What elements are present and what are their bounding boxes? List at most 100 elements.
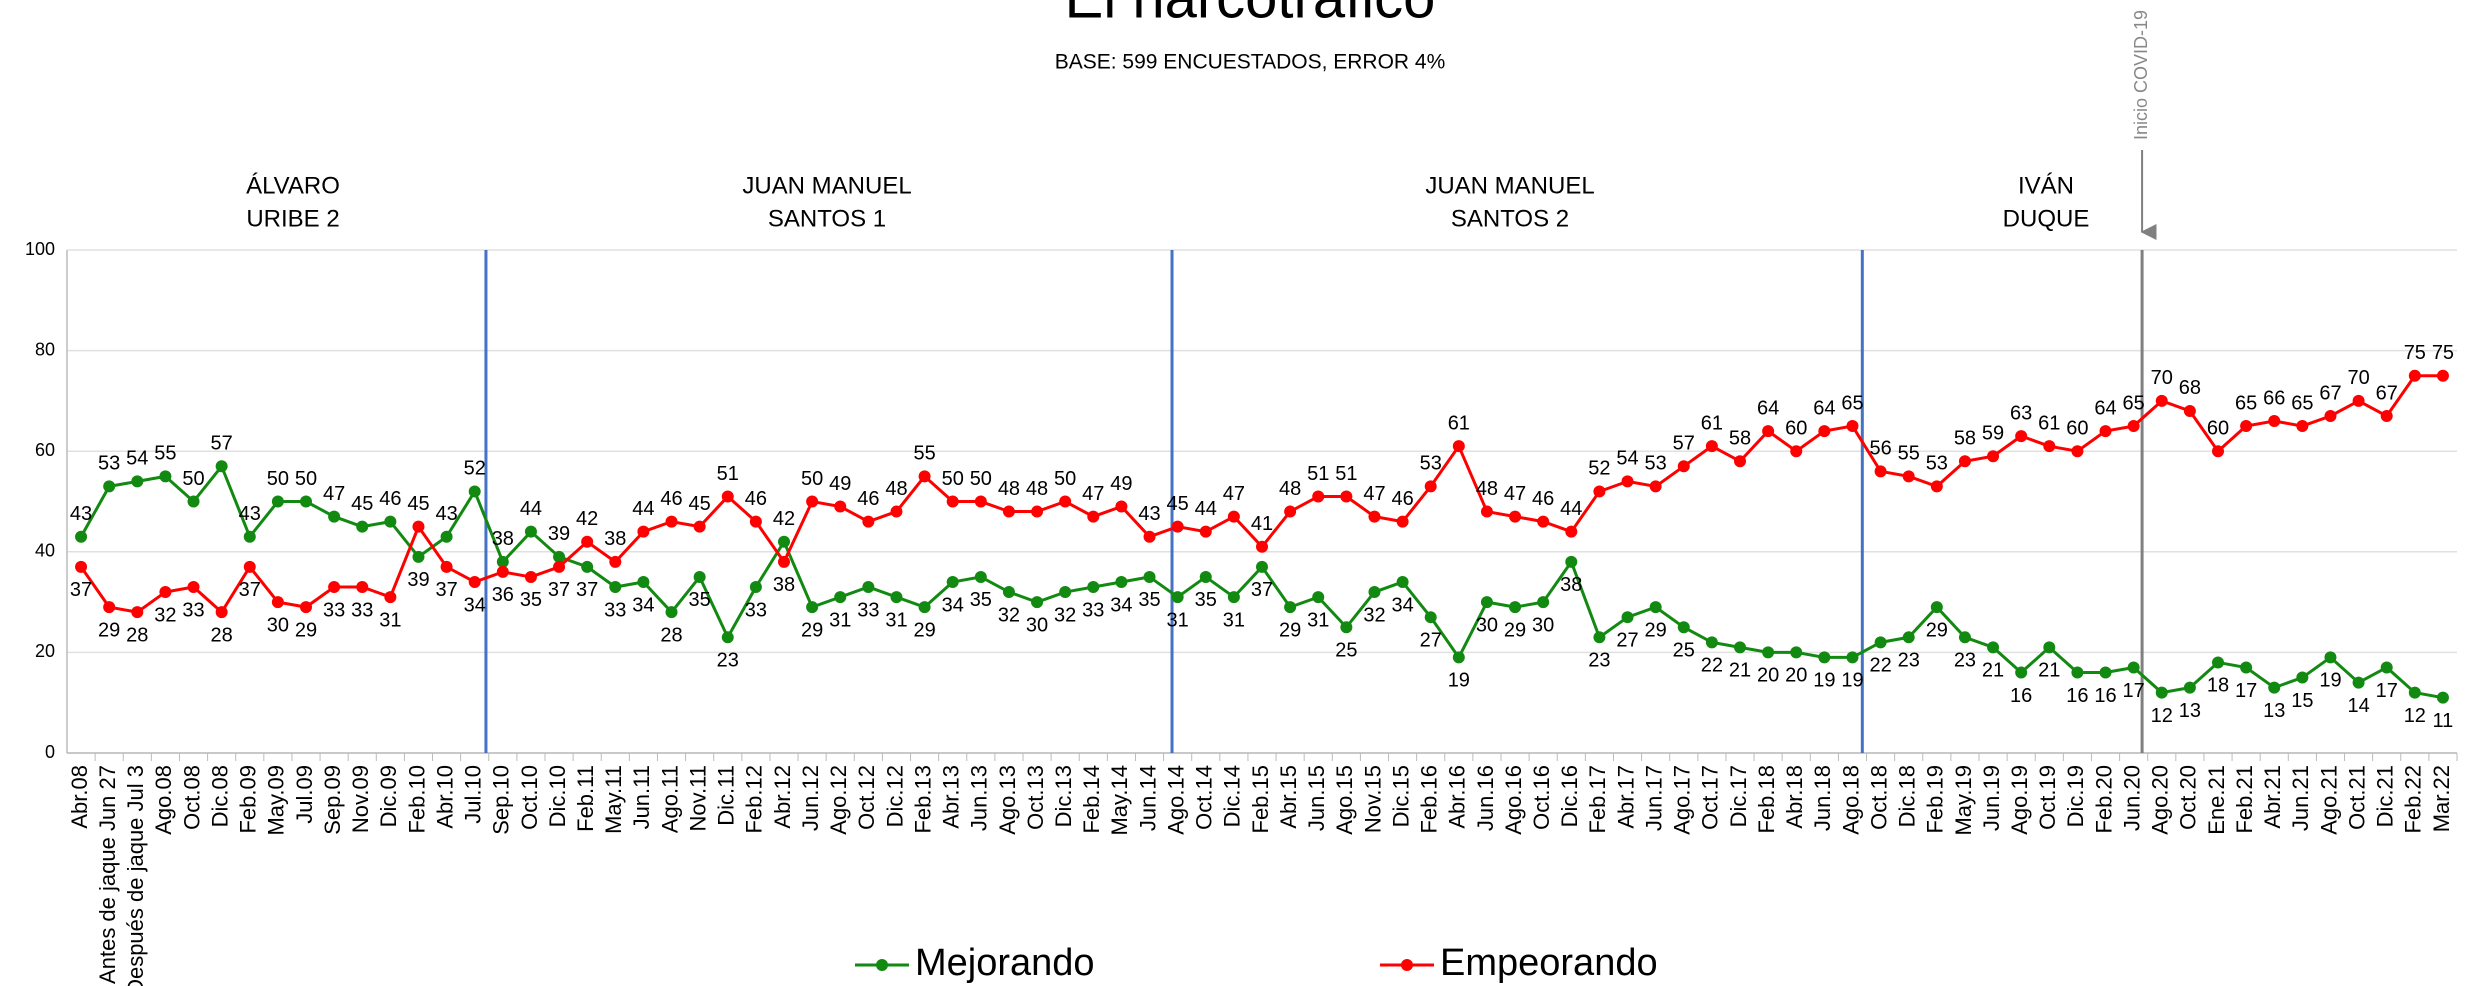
data-point (2268, 681, 2281, 694)
data-label: 43 (239, 503, 261, 525)
x-tick-label: Sep.10 (489, 765, 514, 835)
data-point (243, 530, 256, 543)
data-label: 65 (2291, 392, 2313, 414)
data-label: 21 (2038, 660, 2060, 682)
data-label: 17 (2376, 680, 2398, 702)
data-label: 45 (689, 493, 711, 515)
data-point (2099, 425, 2112, 438)
data-label: 65 (2123, 392, 2145, 414)
data-label: 16 (2066, 685, 2088, 707)
data-point (271, 495, 284, 508)
data-point (103, 480, 116, 493)
data-point (1621, 475, 1634, 488)
data-label: 30 (267, 614, 289, 636)
data-point (2127, 661, 2140, 674)
data-point (2071, 666, 2084, 679)
x-tick-label: Feb.16 (1417, 765, 1442, 834)
data-label: 31 (1167, 609, 1189, 631)
data-label: 32 (1363, 604, 1385, 626)
data-label: 28 (660, 624, 682, 646)
data-point (890, 505, 903, 518)
data-label: 21 (1982, 660, 2004, 682)
data-label: 18 (2207, 675, 2229, 697)
data-point (862, 515, 875, 528)
data-point (2212, 656, 2224, 669)
data-point (159, 470, 172, 483)
data-label: 37 (435, 579, 457, 601)
x-tick-label: Ago.21 (2316, 765, 2341, 835)
data-label: 57 (1673, 433, 1695, 455)
data-label: 33 (745, 599, 767, 621)
data-label: 65 (1841, 392, 1863, 414)
x-tick-label: Oct.17 (1698, 765, 1723, 830)
data-label: 57 (211, 433, 233, 455)
x-tick-label: May.19 (1951, 765, 1976, 836)
data-point (2099, 666, 2112, 679)
data-label: 19 (1841, 670, 1863, 692)
data-label: 15 (2291, 690, 2313, 712)
data-point (356, 581, 369, 594)
data-label: 50 (295, 468, 317, 490)
data-point (665, 515, 678, 528)
legend-label: Empeorando (1440, 942, 1658, 984)
data-label: 46 (1391, 488, 1413, 510)
x-tick-label: Jun.15 (1304, 765, 1329, 831)
data-point (1227, 591, 1240, 604)
x-tick-label: Feb.13 (910, 765, 935, 834)
data-label: 34 (942, 594, 964, 616)
data-point (2155, 394, 2168, 407)
data-label: 25 (1335, 640, 1357, 662)
data-label: 33 (182, 599, 204, 621)
data-point (2240, 420, 2253, 433)
data-label: 46 (379, 488, 401, 510)
data-point (918, 601, 931, 614)
data-label: 20 (1757, 665, 1779, 687)
x-tick-label: Dic.10 (545, 765, 570, 827)
data-point (806, 495, 819, 508)
data-point (496, 565, 509, 578)
x-tick-label: Oct.16 (1529, 765, 1554, 830)
data-point (1734, 641, 1746, 654)
data-point (1340, 490, 1353, 503)
data-label: 38 (773, 574, 795, 596)
data-label: 64 (1813, 397, 1835, 419)
period-label: URIBE 2 (246, 205, 339, 232)
period-label: SANTOS 2 (1451, 205, 1569, 232)
data-label: 29 (98, 619, 120, 641)
data-label: 46 (745, 488, 767, 510)
data-point (1059, 586, 1072, 599)
data-point (974, 495, 987, 508)
data-point (609, 555, 622, 568)
data-point (1284, 601, 1297, 614)
data-point (2212, 445, 2224, 458)
data-point (749, 581, 762, 594)
y-tick-label: 100 (25, 239, 55, 259)
data-label: 17 (2235, 680, 2257, 702)
data-point (2015, 430, 2028, 443)
data-point (2380, 409, 2393, 422)
data-point (1368, 586, 1381, 599)
data-label: 45 (351, 493, 373, 515)
data-point (1199, 525, 1212, 538)
data-label: 75 (2404, 342, 2426, 364)
data-point (1593, 631, 1606, 644)
data-point (524, 570, 537, 583)
x-tick-label: May.09 (264, 765, 289, 836)
data-point (1987, 450, 2000, 463)
x-tick-label: Dic.15 (1388, 765, 1413, 827)
period-label: ÁLVARO (246, 172, 340, 199)
data-point (2127, 420, 2140, 433)
data-label: 50 (942, 468, 964, 490)
data-point (1902, 631, 1915, 644)
data-label: 32 (1054, 604, 1076, 626)
data-label: 50 (267, 468, 289, 490)
data-label: 46 (857, 488, 879, 510)
x-tick-label: Dic.09 (376, 765, 401, 827)
data-point (1452, 440, 1465, 453)
data-label: 23 (1954, 650, 1976, 672)
data-point (834, 500, 847, 513)
x-tick-label: May.11 (601, 765, 626, 834)
data-label: 50 (1054, 468, 1076, 490)
data-label: 28 (126, 624, 148, 646)
